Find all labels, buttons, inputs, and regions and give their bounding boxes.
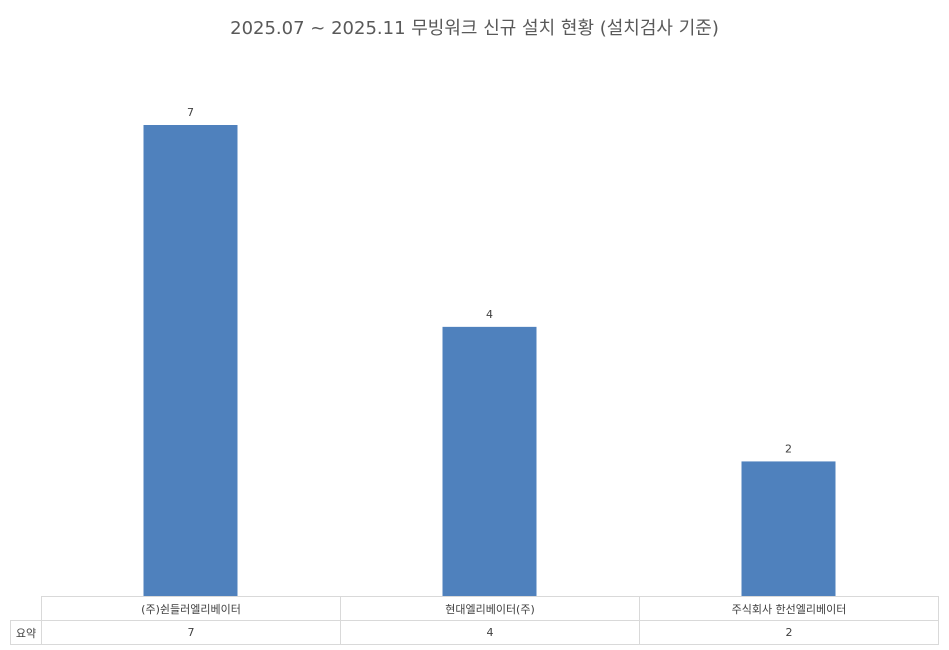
category-label: (주)쉰들러엘리베이터	[41, 596, 341, 621]
table-value: 4	[340, 620, 640, 645]
table-value: 7	[41, 620, 341, 645]
bar-chart: 7 4 2	[143, 106, 836, 596]
category-label: 현대엘리베이터(주)	[340, 596, 640, 621]
bar	[741, 461, 836, 596]
table-value: 2	[639, 620, 939, 645]
category-label: 주식회사 한선엘리베이터	[639, 596, 939, 621]
data-table: (주)쉰들러엘리베이터 현대엘리베이터(주) 주식회사 한선엘리베이터 요약 7…	[10, 596, 939, 645]
data-label: 4	[486, 308, 493, 321]
series-label: 요약	[10, 620, 42, 645]
bar	[442, 326, 537, 596]
data-label: 2	[785, 442, 792, 455]
chart-title: 2025.07 ~ 2025.11 무빙워크 신규 설치 현황 (설치검사 기준…	[230, 18, 719, 39]
bar	[143, 125, 238, 596]
data-label: 7	[187, 106, 194, 119]
